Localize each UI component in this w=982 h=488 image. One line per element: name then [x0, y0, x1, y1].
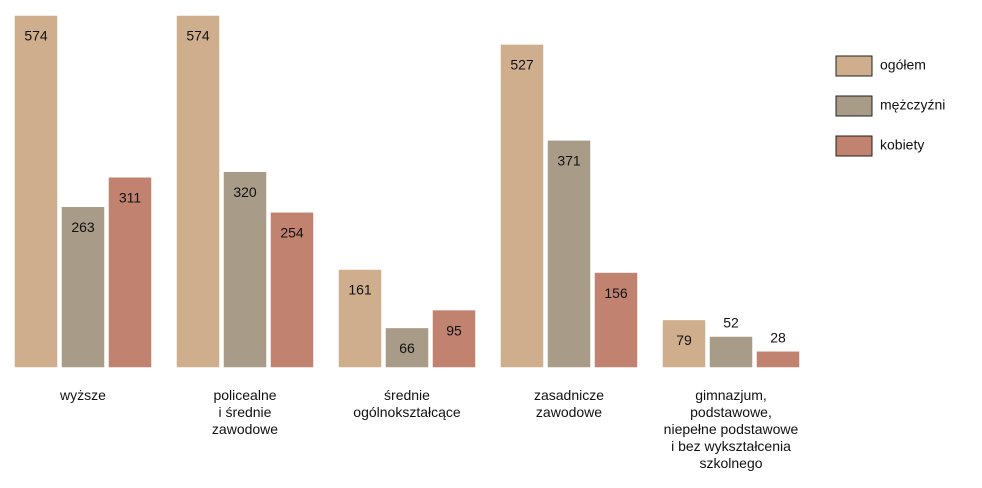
- data-label: 161: [348, 282, 372, 298]
- x-tick-label-line: i bez wykształcenia: [671, 438, 791, 454]
- bar: [546, 139, 592, 369]
- x-tick-label: średnie ogólnokształcące: [353, 387, 461, 420]
- data-label: 263: [71, 219, 95, 235]
- bar: [175, 14, 221, 369]
- legend-swatch: [835, 55, 873, 77]
- x-tick-label-line: policealne: [213, 387, 276, 403]
- bar: [13, 14, 59, 369]
- bar: [337, 268, 383, 369]
- bar: [384, 326, 430, 369]
- data-label: 66: [399, 340, 415, 356]
- x-tick-label-line: zawodowe: [536, 404, 602, 420]
- legend-label: ogółem: [880, 57, 926, 73]
- data-label: 79: [676, 332, 692, 348]
- x-tick-label-line: szkolnego: [699, 455, 762, 471]
- bar: [593, 271, 639, 369]
- data-label: 371: [557, 153, 581, 169]
- bar: [222, 170, 268, 369]
- x-tick-label: wyższe: [59, 387, 106, 403]
- x-tick-label-line: wyższe: [59, 387, 106, 403]
- bar: [60, 205, 106, 369]
- legend-swatch: [835, 135, 873, 157]
- x-tick-label-line: gimnazjum,: [695, 387, 767, 403]
- data-label: 574: [186, 28, 210, 44]
- data-label: 574: [24, 28, 48, 44]
- data-label: 95: [446, 322, 462, 338]
- x-tick-label: gimnazjum, podstawowe, niepełne podstawowe…: [664, 387, 799, 471]
- legend-label: mężczyźni: [880, 97, 945, 113]
- data-label: 320: [233, 184, 257, 200]
- data-label: 254: [280, 224, 304, 240]
- bar: [755, 350, 801, 369]
- x-tick-label: zasadnicze zawodowe: [534, 387, 604, 420]
- legend-label: kobiety: [880, 137, 924, 153]
- x-tick-label-line: zasadnicze: [534, 387, 604, 403]
- data-label: 52: [723, 315, 739, 331]
- bar: [431, 308, 477, 369]
- bar: [661, 318, 707, 369]
- x-tick-label-line: podstawowe,: [690, 404, 772, 420]
- bar: [107, 175, 153, 369]
- x-tick-label-line: niepełne podstawowe: [664, 421, 799, 437]
- data-label: 527: [510, 57, 534, 73]
- data-label: 28: [770, 329, 786, 345]
- data-label: 311: [119, 189, 142, 205]
- bar: [708, 335, 754, 369]
- x-tick-label-line: średnie: [384, 387, 430, 403]
- legend-swatch: [835, 95, 873, 117]
- x-tick-label: policealne i średnie zawodowe: [212, 387, 278, 437]
- x-tick-label-line: i średnie: [219, 404, 272, 420]
- x-tick-label-line: ogólnokształcące: [353, 404, 461, 420]
- bar: [269, 211, 315, 369]
- data-label: 156: [604, 285, 628, 301]
- x-tick-label-line: zawodowe: [212, 421, 278, 437]
- bar: [499, 43, 545, 369]
